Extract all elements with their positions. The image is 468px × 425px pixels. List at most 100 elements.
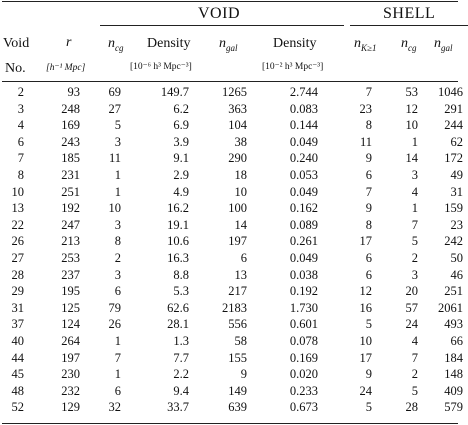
shell-ncg-cell: 57 (405, 300, 419, 315)
shell-ngal-header: ngal (434, 36, 453, 53)
radius-cell: 231 (61, 168, 80, 182)
void-ngal-cell: 2183 (222, 300, 247, 315)
radius-cell: 192 (61, 201, 80, 216)
void-density-gal-cell: 1.730 (289, 300, 318, 315)
void-density-gal-cell: 0.601 (289, 317, 318, 332)
void-ngal-cell: 104 (228, 118, 247, 133)
void-density-cg-cell: 16.3 (167, 251, 189, 265)
shell-ncg-cell: 5 (411, 234, 418, 249)
shell-ngal-cell: 62 (450, 134, 464, 149)
void-ngal-cell: 10 (234, 184, 248, 199)
shell-ngal-cell: 148 (444, 367, 463, 382)
shell-ncg-cell: 28 (405, 400, 419, 415)
shell-ncg-cell: 20 (405, 284, 419, 299)
shell-ngal-cell: 2061 (438, 300, 463, 315)
void-no-cell: 26 (11, 234, 25, 249)
void-ngal-cell: 155 (228, 350, 247, 365)
shell-ncg-cell: 2 (411, 251, 418, 265)
table-row: 37 124 26 28.1 556 0.601 5 24 493 (0, 318, 468, 332)
void-no-cell: 10 (11, 184, 25, 199)
radius-cell: 129 (61, 400, 80, 415)
void-density-cg-cell: 28.1 (167, 317, 189, 332)
shell-ngal-cell: 50 (450, 251, 464, 265)
void-no-cell: 27 (11, 251, 25, 265)
shell-ncg-cell: 3 (411, 168, 418, 182)
void-ngal-cell: 217 (228, 284, 247, 299)
radius-cell: 185 (61, 151, 80, 166)
table-row: 13 192 10 16.2 100 0.162 9 1 159 (0, 202, 468, 216)
void-ncg-cell: 1 (114, 168, 121, 182)
void-ngal-cell: 13 (234, 267, 248, 282)
shell-nk-cell: 8 (365, 217, 372, 232)
void-density-gal-cell: 0.078 (289, 334, 318, 348)
void-density-gal-cell: 0.673 (289, 400, 318, 415)
void-ngal-cell: 363 (228, 101, 247, 116)
void-density-cg-cell: 1.3 (173, 334, 189, 348)
shell-ncg-cell: 4 (411, 184, 418, 199)
void-density-gal-cell: 0.169 (289, 350, 318, 365)
table-row: 27 253 2 16.3 6 0.049 6 2 50 (0, 252, 468, 266)
shell-nk-cell: 6 (365, 168, 372, 182)
void-density-gal-cell: 0.038 (289, 267, 318, 282)
shell-ngal-cell: 1046 (438, 85, 463, 99)
radius-cell: 251 (61, 184, 80, 199)
void-ncg-cell: 10 (108, 201, 122, 216)
radius-cell: 264 (61, 334, 80, 348)
void-ngal-cell: 14 (234, 217, 248, 232)
void-ngal-cell: 1265 (222, 85, 247, 99)
void-no-cell: 48 (11, 383, 25, 398)
void-ncg-cell: 1 (114, 334, 121, 348)
shell-ngal-cell: 184 (444, 350, 463, 365)
void-density-cg-cell: 2.2 (173, 367, 189, 382)
shell-ngal-cell: 159 (444, 201, 463, 216)
void-ngal-cell: 6 (240, 251, 247, 265)
table-row: 45 230 1 2.2 9 0.020 9 2 148 (0, 368, 468, 382)
void-density-cg-cell: 6.2 (173, 101, 189, 116)
shell-ngal-cell: 493 (444, 317, 463, 332)
shell-ngal-cell: 49 (450, 168, 464, 182)
void-density-gal-cell: 0.049 (289, 251, 318, 265)
radius-cell: 247 (61, 217, 80, 232)
top-rule (2, 1, 458, 2)
void-no-cell: 6 (17, 134, 24, 149)
void-ncg-cell: 7 (114, 350, 121, 365)
void-ncg-cell: 1 (114, 367, 121, 382)
shell-ncg-cell: 7 (411, 217, 418, 232)
void-ngal-cell: 100 (228, 201, 247, 216)
void-column-header: Void (3, 36, 30, 51)
void-density-cg-cell: 19.1 (167, 217, 189, 232)
void-no-cell: 3 (17, 101, 24, 116)
void-ngal-cell: 149 (228, 383, 247, 398)
void-ncg-cell: 6 (114, 284, 121, 299)
void-density-cg-cell: 5.3 (173, 284, 189, 299)
void-ncg-cell: 5 (114, 118, 121, 133)
void-no-cell: 7 (17, 151, 24, 166)
table-row: 8 231 1 2.9 18 0.053 6 3 49 (0, 169, 468, 183)
void-no-cell: 45 (11, 367, 25, 382)
header-bottom-rule (2, 81, 458, 82)
void-ncg-cell: 2 (114, 251, 121, 265)
shell-ngal-cell: 46 (450, 267, 464, 282)
radius-column-header: r (66, 35, 72, 50)
radius-cell: 230 (61, 367, 80, 382)
void-density-gal-cell: 0.083 (289, 101, 318, 116)
void-ncg-header: ncg (108, 36, 124, 53)
bottom-rule (2, 423, 458, 424)
shell-ncg-cell: 24 (405, 317, 419, 332)
shell-nk-cell: 17 (359, 234, 373, 249)
shell-ngal-cell: 409 (444, 383, 463, 398)
radius-cell: 237 (61, 267, 80, 282)
shell-ncg-cell: 14 (405, 151, 419, 166)
shell-nk-cell: 6 (365, 251, 372, 265)
density-gal-unit: [10⁻² h³ Mpc⁻³] (262, 62, 324, 72)
void-no-cell: 8 (17, 168, 24, 182)
void-no-cell: 52 (11, 400, 25, 415)
shell-ncg-cell: 1 (411, 201, 418, 216)
shell-ngal-cell: 251 (444, 284, 463, 299)
table-row: 28 237 3 8.8 13 0.038 6 3 46 (0, 269, 468, 283)
void-ncg-cell: 79 (108, 300, 122, 315)
radius-cell: 253 (61, 251, 80, 265)
shell-ngal-cell: 242 (444, 234, 463, 249)
shell-ngal-cell: 291 (444, 101, 463, 116)
shell-ncg-cell: 4 (411, 334, 418, 348)
